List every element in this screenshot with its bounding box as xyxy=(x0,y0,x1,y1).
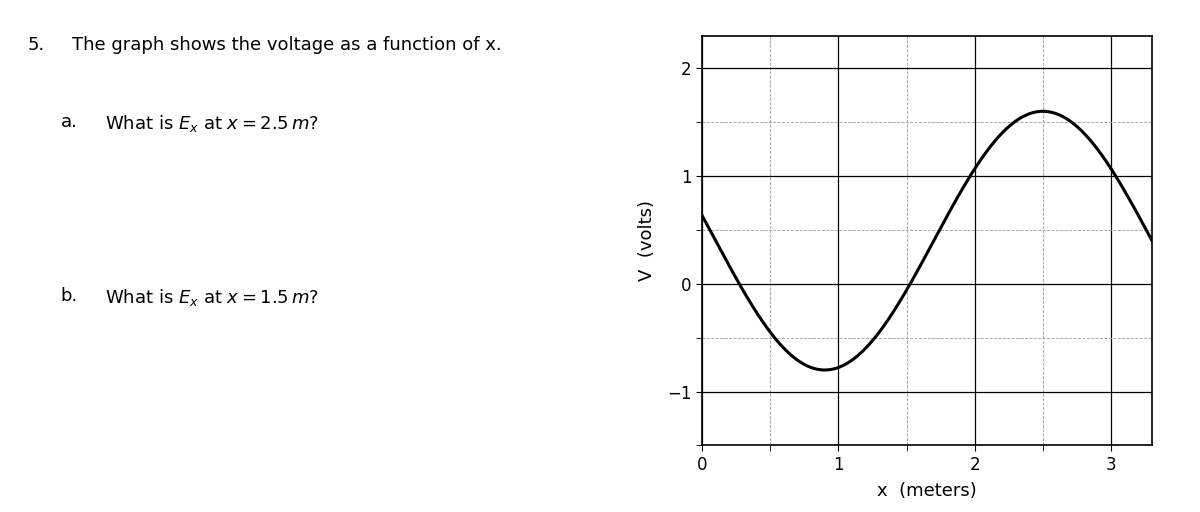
Text: What is $E_x$ at $x = 1.5\,m$?: What is $E_x$ at $x = 1.5\,m$? xyxy=(104,287,319,308)
Y-axis label: V  (volts): V (volts) xyxy=(638,200,656,281)
X-axis label: x  (meters): x (meters) xyxy=(877,482,977,500)
Text: What is $E_x$ at $x = 2.5\,m$?: What is $E_x$ at $x = 2.5\,m$? xyxy=(104,113,319,134)
Text: 5.: 5. xyxy=(28,36,44,54)
Text: b.: b. xyxy=(61,287,78,305)
Text: The graph shows the voltage as a function of x.: The graph shows the voltage as a functio… xyxy=(72,36,502,54)
Text: a.: a. xyxy=(61,113,78,131)
